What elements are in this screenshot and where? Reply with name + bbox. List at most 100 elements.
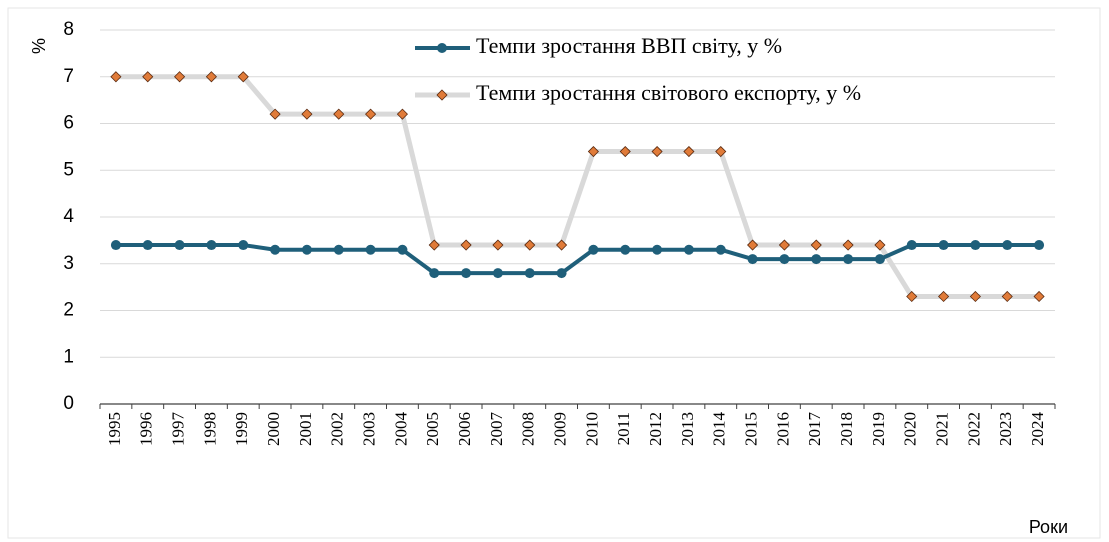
data-point [436,89,448,101]
data-point [843,254,854,265]
x-tick-label: 2020 [901,412,920,446]
data-point [906,240,917,251]
x-tick-label: 2006 [455,412,474,446]
data-point [524,239,536,251]
data-point [142,71,154,83]
data-point [652,244,663,255]
data-point [524,268,535,279]
data-point [301,244,312,255]
x-tick-label: 2000 [264,412,283,446]
x-tick-label: 2008 [519,412,538,446]
data-point [970,240,981,251]
data-point [683,244,694,255]
data-point [460,239,472,251]
legend-label: Темпи зростання ВВП світу, у % [476,33,782,58]
y-tick-label: 7 [63,66,74,87]
data-point [874,239,886,251]
data-point [429,268,440,279]
data-point [269,108,281,120]
x-tick-label: 2021 [932,412,951,446]
data-point [683,145,695,158]
data-point [587,145,599,158]
y-axis-label: % [29,38,49,54]
y-tick-label: 1 [63,346,74,367]
data-point [365,244,376,255]
data-point [365,108,377,120]
series-line [115,74,1040,299]
x-tick-label: 2013 [678,412,697,446]
x-tick-label: 2023 [996,412,1015,446]
data-point [556,268,567,279]
data-point [237,71,249,83]
legend-label: Темпи зростання світового експорту, у % [476,80,861,105]
y-tick-label: 8 [63,19,74,40]
x-tick-label: 2022 [964,412,983,446]
x-tick-label: 2010 [582,412,601,446]
data-point [747,239,759,251]
data-point [588,244,599,255]
data-point [715,145,727,158]
data-point [619,145,631,158]
data-point [810,239,822,251]
data-point [811,254,822,265]
data-point [206,240,217,251]
series-line [115,243,1040,276]
x-tick-label: 2017 [805,412,824,447]
data-point [492,268,503,279]
data-point [301,108,313,120]
data-point [333,108,345,120]
data-point [651,145,663,158]
data-point [1033,290,1045,303]
x-tick-label: 2011 [614,412,633,445]
data-point [238,240,249,251]
x-tick-label: 2005 [423,412,442,446]
data-point [205,71,217,83]
data-point [1002,240,1013,251]
data-point [174,71,186,83]
data-point [174,240,185,251]
x-tick-label: 2014 [710,412,729,447]
data-point [1001,290,1013,303]
data-point [938,290,950,303]
data-point [556,239,568,251]
data-point [270,244,281,255]
data-point [437,43,447,53]
x-tick-label: 2015 [741,412,760,446]
data-point [715,244,726,255]
x-tick-label: 2016 [773,412,792,446]
data-point [397,244,408,255]
x-tick-label: 2004 [391,412,410,447]
data-point [396,108,408,120]
data-point [461,268,472,279]
y-tick-label: 6 [63,113,74,134]
data-point [874,254,885,265]
data-point [778,239,790,251]
x-tick-label: 2003 [359,412,378,446]
x-tick-label: 1996 [137,412,156,446]
x-tick-label: 2002 [328,412,347,446]
data-point [969,290,981,303]
x-tick-label: 2018 [837,412,856,446]
x-axis-label: Роки [1029,517,1068,537]
data-point [779,254,790,265]
x-tick-label: 1995 [105,412,124,446]
x-tick-label: 1999 [232,412,251,446]
data-point [142,240,153,251]
x-tick-label: 1998 [200,412,219,446]
y-tick-label: 5 [63,159,74,180]
data-point [110,240,121,251]
data-point [492,239,504,251]
x-tick-label: 2009 [550,412,569,446]
data-point [747,254,758,265]
x-tick-label: 2001 [296,412,315,446]
y-tick-label: 2 [63,300,74,321]
y-tick-label: 4 [63,206,74,227]
x-tick-label: 2007 [487,411,506,446]
x-tick-label: 2024 [1028,412,1047,447]
data-point [333,244,344,255]
data-point [906,290,918,303]
data-point [938,240,949,251]
x-tick-label: 2012 [646,412,665,446]
data-point [428,239,440,251]
